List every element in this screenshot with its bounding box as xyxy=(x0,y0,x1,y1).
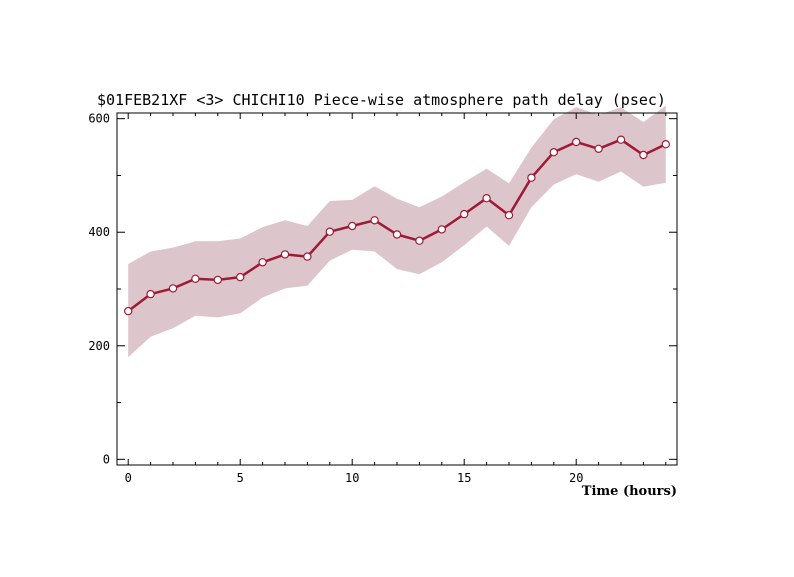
data-point xyxy=(460,209,469,219)
chart-title: $01FEB21XF <3> CHICHI10 Piece-wise atmos… xyxy=(97,91,666,109)
data-point xyxy=(392,230,402,239)
data-point xyxy=(415,236,424,245)
data-point xyxy=(549,147,559,157)
plot-area xyxy=(123,105,671,358)
data-point xyxy=(303,252,312,261)
x-axis-label: Time (hours) xyxy=(582,484,677,499)
data-point xyxy=(191,274,200,283)
data-point xyxy=(258,258,267,267)
data-point xyxy=(146,289,155,299)
y-tick-label: 600 xyxy=(88,112,110,126)
data-point xyxy=(482,193,491,203)
data-point xyxy=(594,144,603,153)
data-point xyxy=(348,221,357,231)
y-tick-label: 0 xyxy=(103,452,110,466)
data-point xyxy=(280,250,290,259)
data-point xyxy=(572,137,581,147)
data-point xyxy=(325,227,334,236)
data-point xyxy=(504,210,514,220)
y-tick-label: 200 xyxy=(88,339,110,353)
x-tick-label: 10 xyxy=(345,471,359,485)
data-point xyxy=(235,272,245,282)
data-point xyxy=(168,284,178,293)
data-point xyxy=(616,135,626,144)
data-point xyxy=(213,275,222,285)
x-tick-label: 20 xyxy=(569,471,583,485)
data-point xyxy=(661,139,671,149)
data-point xyxy=(437,225,446,234)
data-point xyxy=(370,216,379,225)
data-point xyxy=(639,150,648,160)
x-tick-label: 15 xyxy=(457,471,471,485)
data-point xyxy=(123,306,133,316)
x-tick-label: 5 xyxy=(237,471,244,485)
data-point xyxy=(527,173,536,182)
y-tick-label: 400 xyxy=(88,225,110,239)
x-tick-label: 0 xyxy=(125,471,132,485)
